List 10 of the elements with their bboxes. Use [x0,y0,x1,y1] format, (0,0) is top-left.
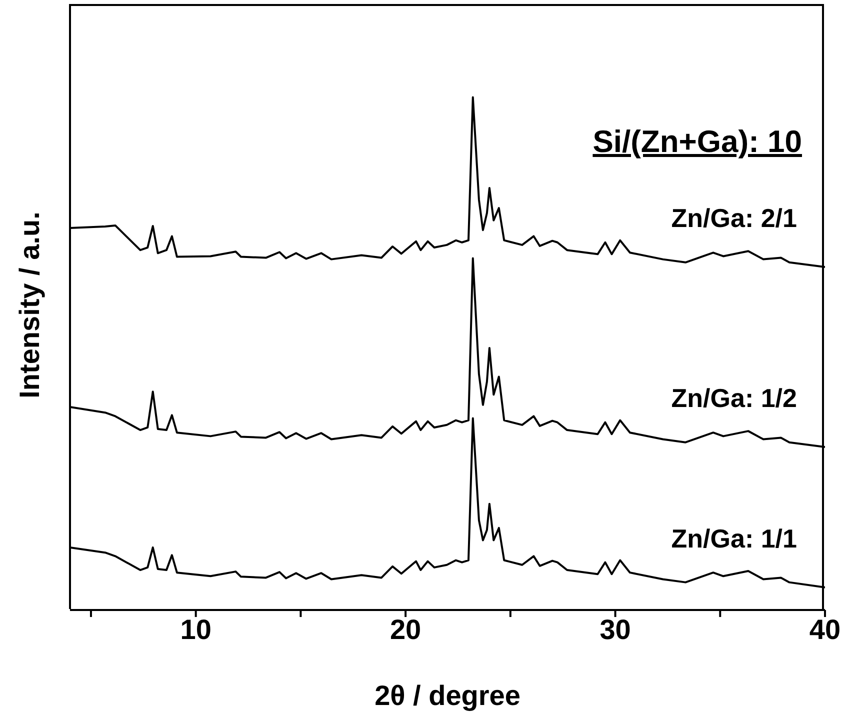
series-label: Zn/Ga: 1/2 [671,382,797,413]
y-axis-title: Intensity / a.u. [14,212,46,398]
x-tick-label: 40 [809,614,841,645]
x-tick-label: 10 [180,614,212,645]
series-label: Zn/Ga: 1/1 [671,523,797,554]
text: Si/(Zn+Ga): 10 [592,124,802,160]
series-label: Zn/Ga: 2/1 [671,202,797,233]
x-axis-title: 2θ / degree [374,680,520,711]
x-tick-label: 30 [600,614,631,645]
x-tick-label: 20 [390,614,422,645]
